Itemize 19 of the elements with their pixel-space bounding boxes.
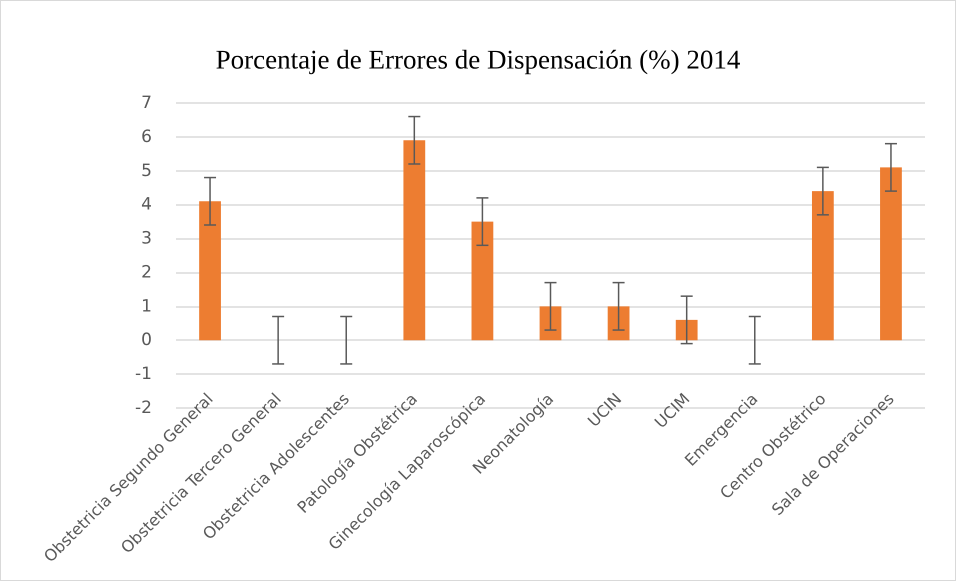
bar: [676, 320, 698, 340]
bar: [608, 306, 630, 340]
y-tick-label: 1: [141, 296, 152, 316]
y-tick-label: 5: [141, 160, 152, 181]
y-tick-label: -2: [135, 398, 152, 418]
y-tick-label: 3: [141, 228, 152, 249]
bar: [812, 191, 834, 340]
bar: [880, 167, 902, 340]
y-tick-label: 6: [141, 126, 152, 147]
bar: [199, 201, 221, 340]
y-tick-label: 2: [141, 262, 152, 282]
y-tick-label: 4: [141, 194, 152, 215]
bar: [472, 222, 494, 340]
y-tick-label: 7: [141, 93, 152, 113]
bar: [540, 306, 562, 340]
chart-title: Porcentaje de Errores de Dispensación (%) 2014: [216, 44, 741, 74]
y-tick-label: -1: [135, 364, 152, 384]
bar: [403, 140, 426, 340]
y-tick-label: 0: [141, 330, 152, 350]
